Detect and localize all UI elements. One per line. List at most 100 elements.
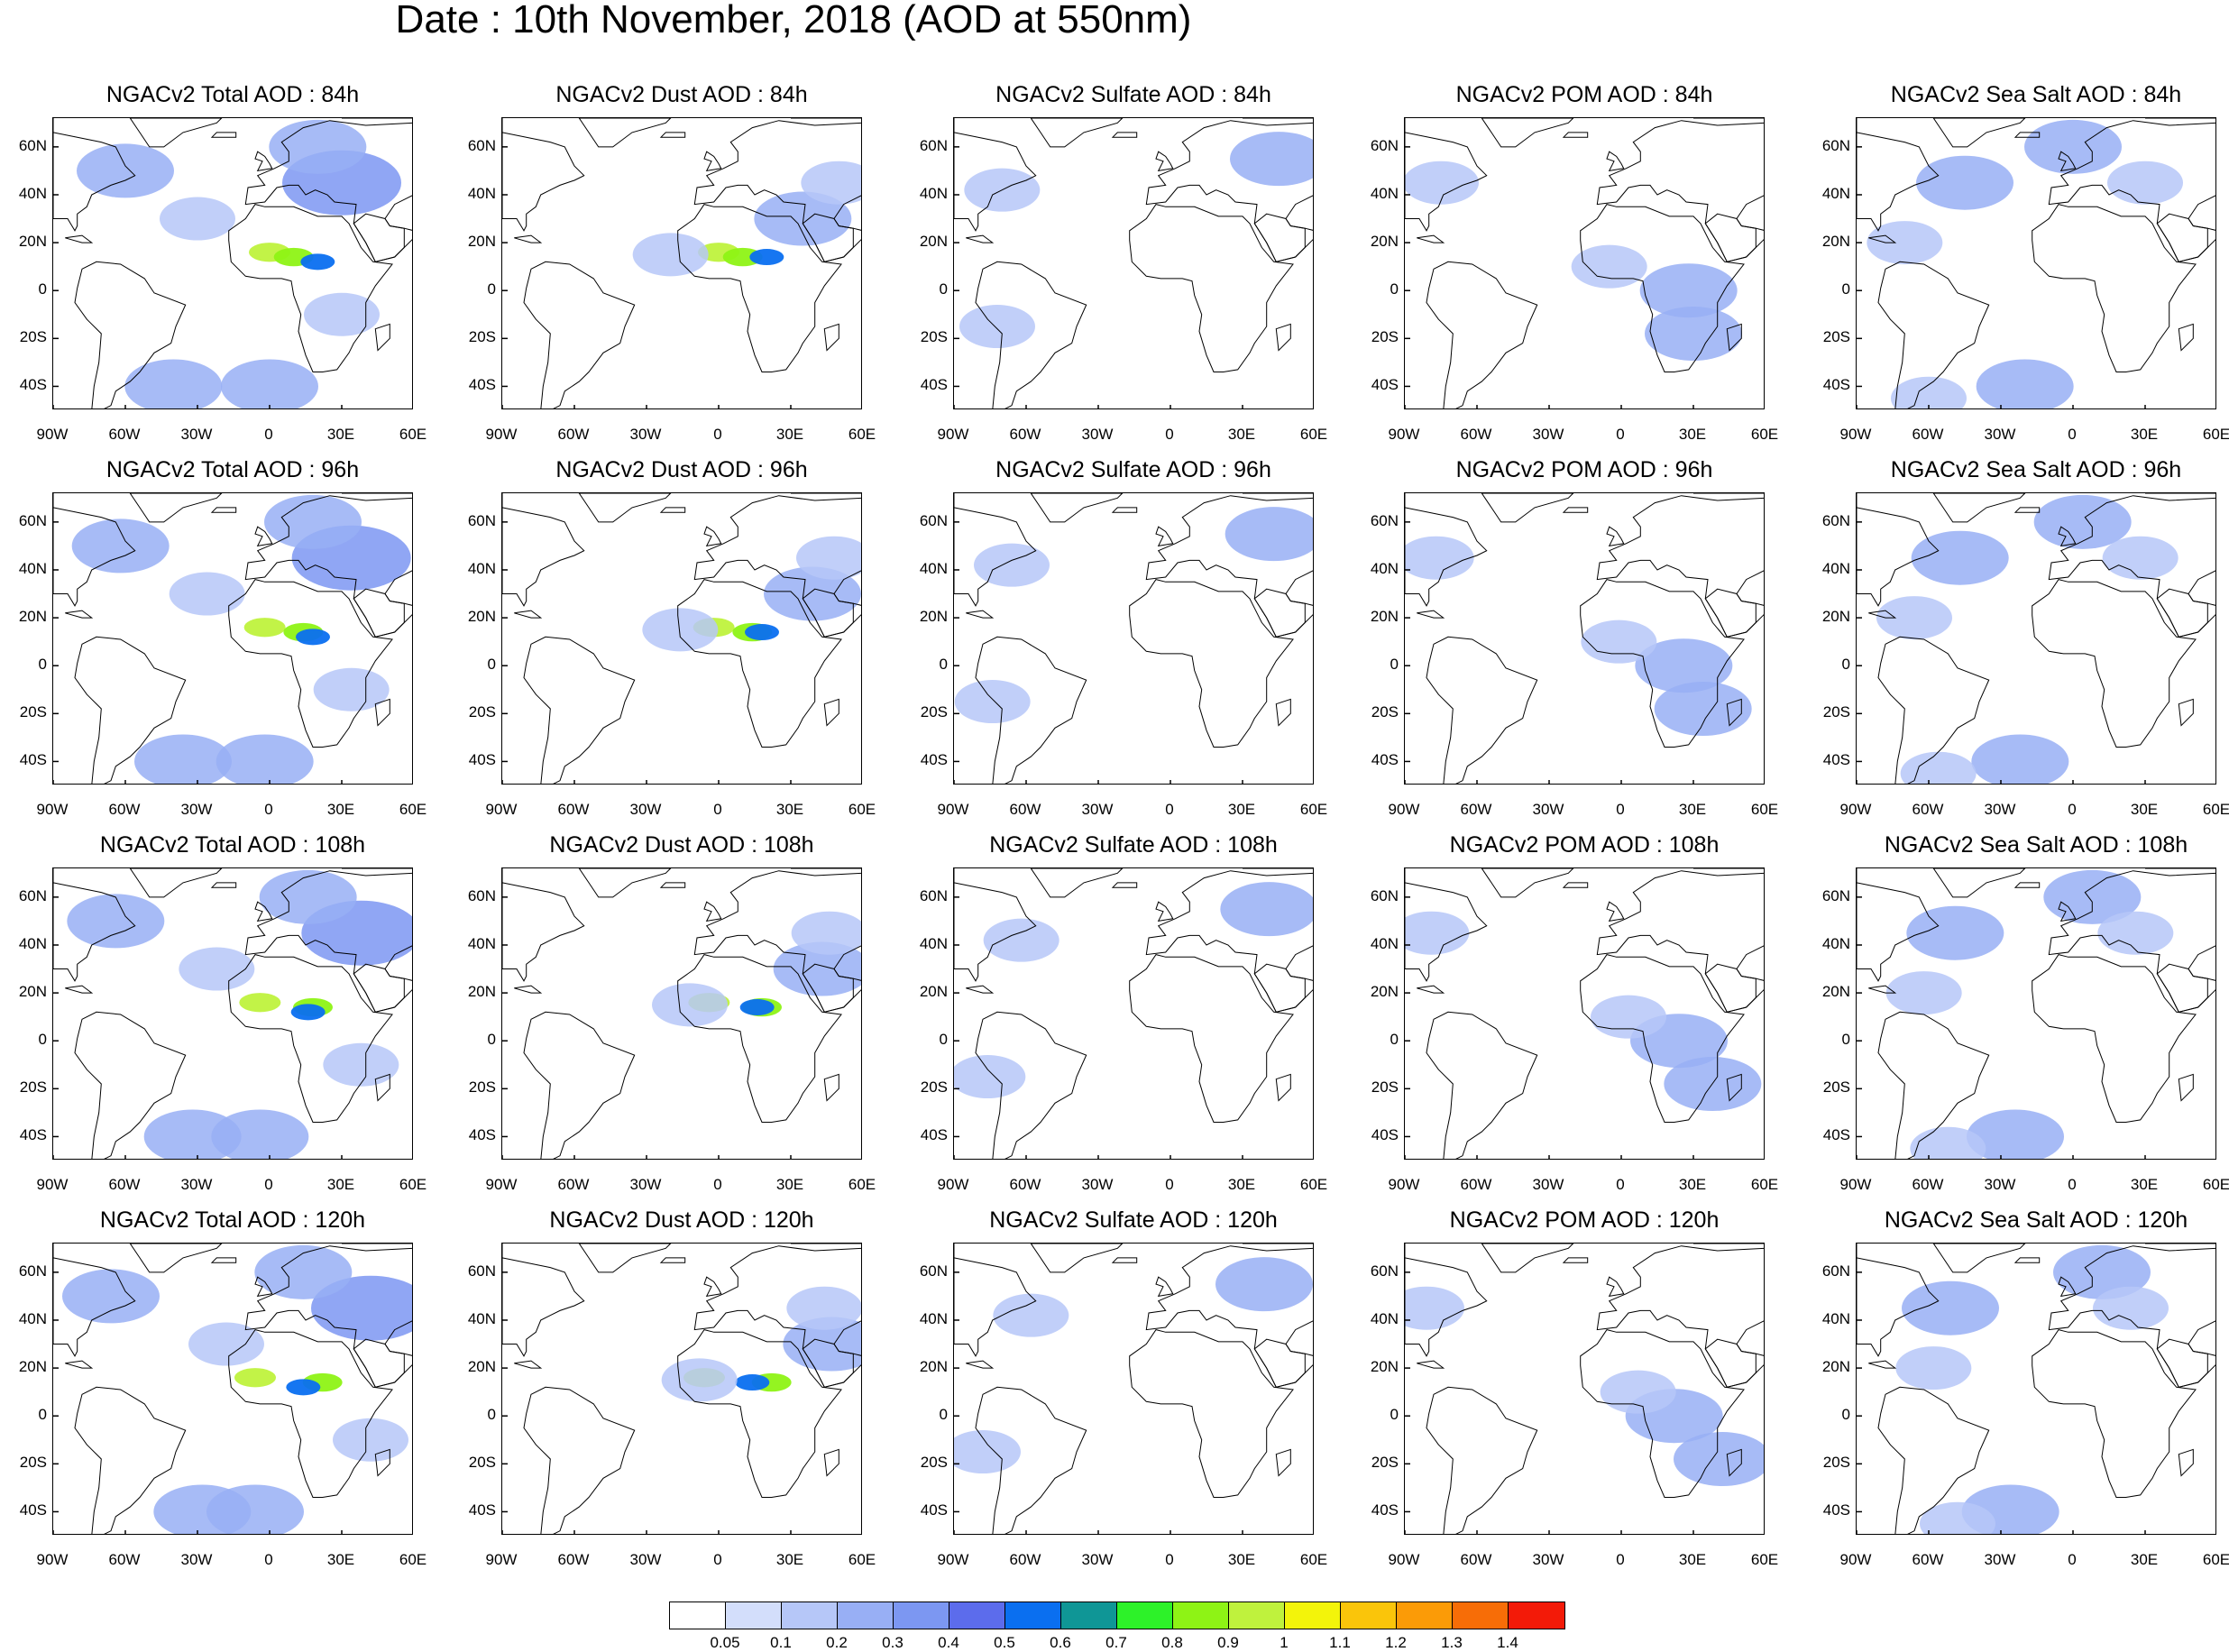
lat-tick-label: 20N	[1370, 608, 1399, 626]
lat-tick-label: 20S	[1371, 703, 1399, 721]
coastline	[2058, 1276, 2077, 1298]
coastline	[703, 901, 722, 922]
coastline	[1704, 963, 1757, 1013]
lat-tick-label: 40S	[468, 1501, 496, 1519]
aod-blob	[735, 1374, 770, 1391]
lat-tick-label: 40N	[1370, 934, 1399, 952]
coastline	[578, 1244, 672, 1273]
lon-tick-label: 90W	[36, 1551, 69, 1568]
lon-tick-label: 60W	[108, 801, 141, 818]
coastline	[1405, 1244, 1488, 1357]
map-panel-seasalt-2: NGACv2 Sea Salt AOD : 108h 60N 40N 20N 0 20S 4…	[1822, 832, 2229, 1193]
aod-blob	[290, 1004, 326, 1021]
aod-blob	[239, 993, 281, 1013]
coastline	[228, 1329, 393, 1498]
coastline	[502, 493, 585, 607]
map-canvas	[1405, 868, 1764, 1159]
coastline	[228, 204, 393, 372]
lat-tick-label: 20N	[467, 233, 496, 251]
map-canvas	[502, 493, 861, 784]
coastline	[53, 1244, 136, 1357]
coastline	[659, 882, 686, 888]
colorbar-swatch	[726, 1602, 782, 1629]
coastline	[374, 1073, 390, 1102]
lon-tick-label: 0	[1165, 1551, 1174, 1568]
coastline	[1877, 636, 1990, 784]
coastline	[1253, 213, 1306, 262]
map-plot-area	[1856, 117, 2216, 409]
coastline	[1868, 985, 1897, 994]
map-canvas	[502, 118, 861, 408]
aod-blob	[661, 1358, 738, 1402]
coastline	[1275, 1448, 1291, 1477]
coastline	[1417, 610, 1445, 619]
map-plot-area	[953, 117, 1314, 409]
lon-tick-label: 30E	[1678, 426, 1707, 443]
aod-blob	[1911, 530, 2009, 585]
colorbar-swatch	[1285, 1602, 1341, 1629]
lat-tick-label: 20N	[1821, 608, 1850, 626]
lon-tick-label: 0	[713, 1176, 722, 1193]
coastline	[1857, 118, 1940, 232]
aod-blob	[211, 1109, 309, 1159]
aod-blob	[1971, 734, 2069, 784]
aod-blob	[179, 947, 255, 991]
coastline	[975, 1386, 1087, 1534]
map-plot-area	[501, 492, 862, 785]
map-canvas	[1857, 868, 2215, 1159]
lon-tick-label: 90W	[1388, 801, 1420, 818]
colorbar-label: 0.8	[1161, 1634, 1183, 1651]
aod-blob	[71, 519, 170, 574]
coastline	[703, 526, 722, 547]
coastline	[514, 234, 543, 243]
lon-tick-label: 30W	[1532, 1176, 1564, 1193]
colorbar-strip	[669, 1602, 1565, 1629]
lat-tick-label: 20S	[468, 328, 496, 346]
lat-tick-label: 40N	[18, 184, 47, 202]
aod-blob	[62, 1269, 160, 1324]
lat-tick-label: 0	[1841, 1406, 1850, 1424]
coastline	[1426, 1386, 1538, 1534]
colorbar-label: 1	[1280, 1634, 1289, 1651]
map-panel-sulfate-3: NGACv2 Sulfate AOD : 120h 60N 40N 20N 0 20S 40…	[920, 1207, 1327, 1568]
coastline	[802, 213, 854, 262]
map-panel-pom-0: NGACv2 POM AOD : 84h 60N 40N 20N 0 20S 40S 90W 6…	[1371, 82, 1778, 443]
coastline	[74, 1011, 187, 1159]
lon-tick-label: 60W	[1460, 801, 1492, 818]
lat-tick-label: 20N	[467, 608, 496, 626]
lon-tick-label: 60E	[1750, 426, 1779, 443]
aod-blob	[954, 680, 1031, 724]
lon-tick-label: 90W	[1388, 426, 1420, 443]
aod-blob	[632, 233, 709, 277]
aod-blob	[1225, 507, 1313, 562]
aod-blob	[974, 543, 1050, 587]
coastline	[353, 213, 405, 262]
coastline	[1932, 493, 2026, 523]
lon-tick-label: 90W	[1839, 1551, 1872, 1568]
map-canvas	[53, 493, 412, 784]
coastline	[1704, 1338, 1757, 1388]
coastline	[1417, 1360, 1445, 1369]
colorbar-swatch	[782, 1602, 838, 1629]
lat-tick-label: 40N	[18, 559, 47, 577]
aod-blob	[954, 1430, 1021, 1474]
map-panel-dust-2: NGACv2 Dust AOD : 108h 60N 40N 20N 0 20S 40S 90…	[468, 832, 876, 1193]
lat-tick-label: 60N	[18, 1262, 47, 1280]
aod-blob	[764, 566, 861, 621]
coastline	[1405, 868, 1488, 982]
map-plot-area	[501, 1243, 862, 1535]
coastline	[2013, 132, 2041, 138]
lat-tick-label: 60N	[1370, 136, 1399, 154]
coastline	[1426, 636, 1538, 784]
coastline	[1868, 610, 1897, 619]
panel-title: NGACv2 Sea Salt AOD : 108h	[1884, 832, 2188, 858]
lon-tick-label: 60W	[557, 1176, 590, 1193]
map-panel-total-3: NGACv2 Total AOD : 120h 60N 40N 20N 0 20S 40S 9…	[19, 1207, 427, 1568]
lat-tick-label: 20S	[468, 1078, 496, 1097]
aod-blob	[216, 734, 314, 784]
aod-blob	[1405, 1286, 1464, 1330]
aod-blob	[254, 1244, 353, 1299]
map-panel-sulfate-1: NGACv2 Sulfate AOD : 96h 60N 40N 20N 0 20S 40S…	[920, 457, 1327, 818]
coastline	[2156, 963, 2208, 1013]
aod-blob	[333, 1418, 408, 1462]
